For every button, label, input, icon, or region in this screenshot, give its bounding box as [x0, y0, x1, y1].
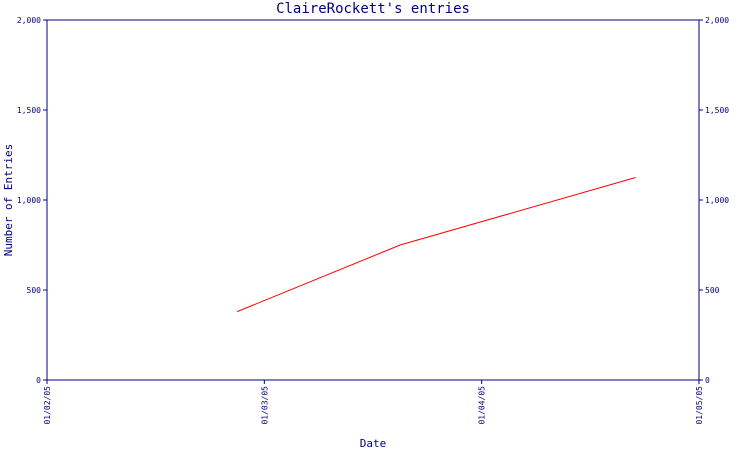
y-tick-label-right: 0	[705, 376, 710, 385]
y-axis-left: 0 500 1,000 1,500 2,000	[17, 16, 47, 385]
y-axis-right: 0 500 1,000 1,500 2,000	[699, 16, 729, 385]
x-axis: 01/02/05 01/03/05 01/04/05 01/05/05	[43, 380, 704, 425]
x-tick-label: 01/02/05	[43, 386, 52, 425]
y-tick-label-left: 1,000	[17, 196, 41, 205]
y-axis-label: Number of Entries	[2, 144, 15, 257]
y-tick-label-right: 2,000	[705, 16, 729, 25]
series-group	[237, 177, 636, 313]
y-tick-label-left: 500	[27, 286, 42, 295]
plot-area	[46, 19, 700, 381]
y-tick-label-left: 2,000	[17, 16, 41, 25]
x-tick-label: 01/04/05	[478, 386, 487, 425]
chart-title: ClaireRockett's entries	[276, 1, 470, 17]
x-tick-label: 01/03/05	[260, 386, 269, 425]
x-tick-label: 01/05/05	[695, 386, 704, 425]
series-line	[237, 177, 636, 313]
y-tick-label-left: 1,500	[17, 106, 41, 115]
y-tick-label-right: 500	[705, 286, 720, 295]
y-tick-label-right: 1,000	[705, 196, 729, 205]
y-tick-label-right: 1,500	[705, 106, 729, 115]
y-tick-label-left: 0	[36, 376, 41, 385]
x-axis-label: Date	[360, 437, 387, 450]
